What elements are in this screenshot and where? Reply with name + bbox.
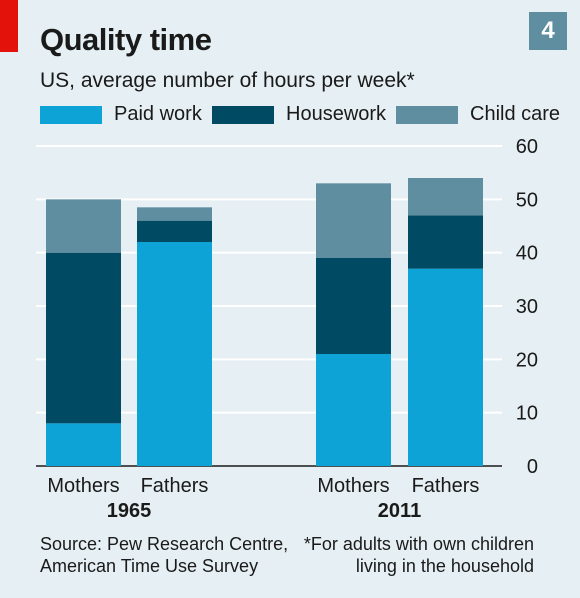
bar-paid-work (137, 242, 212, 466)
stacked-bar-chart: 0 10 20 30 40 50 60 Mothers Fathers Mothers Father… (36, 136, 538, 522)
legend-swatch (212, 105, 274, 124)
source-line-1: Source: Pew Research Centre, (40, 534, 289, 554)
chart-title: Quality time (40, 22, 212, 57)
bar-child-care (46, 199, 121, 253)
legend-label: Housework (286, 103, 387, 125)
footnote-line-1: *For adults with own children (303, 534, 534, 554)
y-tick-label: 30 (516, 296, 538, 318)
x-category-label: Fathers (412, 475, 480, 497)
bar-housework (408, 215, 483, 269)
brand-red-tag (0, 0, 18, 52)
source-note: Source: Pew Research Centre, American Ti… (40, 533, 288, 577)
legend-swatch (40, 105, 102, 124)
chart-number-badge: 4 (529, 12, 567, 50)
bar-housework (316, 258, 391, 354)
legend-item-housework: Housework (212, 103, 386, 126)
y-tick-label: 10 (516, 403, 538, 425)
bar-child-care (408, 178, 483, 216)
x-category-label: Fathers (141, 475, 209, 497)
legend-label: Paid work (114, 103, 202, 125)
chart-subtitle: US, average number of hours per week* (40, 69, 415, 92)
y-tick-label: 0 (527, 456, 538, 478)
legend-item-paid-work: Paid work (40, 103, 202, 126)
bar-paid-work (408, 268, 483, 466)
legend-swatch (396, 105, 458, 124)
bar-child-care (316, 183, 391, 258)
bar-paid-work (316, 354, 391, 466)
y-tick-label: 40 (516, 243, 538, 265)
y-tick-label: 60 (516, 136, 538, 158)
x-group-label: 2011 (378, 500, 421, 522)
footnote-line-2: living in the household (355, 556, 534, 576)
legend-label: Child care (470, 103, 561, 125)
legend-item-child-care: Child care (396, 103, 560, 126)
x-category-label: Mothers (47, 475, 119, 497)
bar-paid-work (46, 423, 121, 466)
bar-housework (137, 220, 212, 242)
y-tick-label: 20 (516, 349, 538, 371)
bar-housework (46, 252, 121, 424)
x-group-label: 1965 (107, 500, 152, 522)
x-category-label: Mothers (317, 475, 389, 497)
y-tick-label: 50 (516, 189, 538, 211)
footnote: *For adults with own children living in … (304, 533, 534, 577)
bar-child-care (137, 207, 212, 221)
source-line-2: American Time Use Survey (40, 556, 259, 576)
